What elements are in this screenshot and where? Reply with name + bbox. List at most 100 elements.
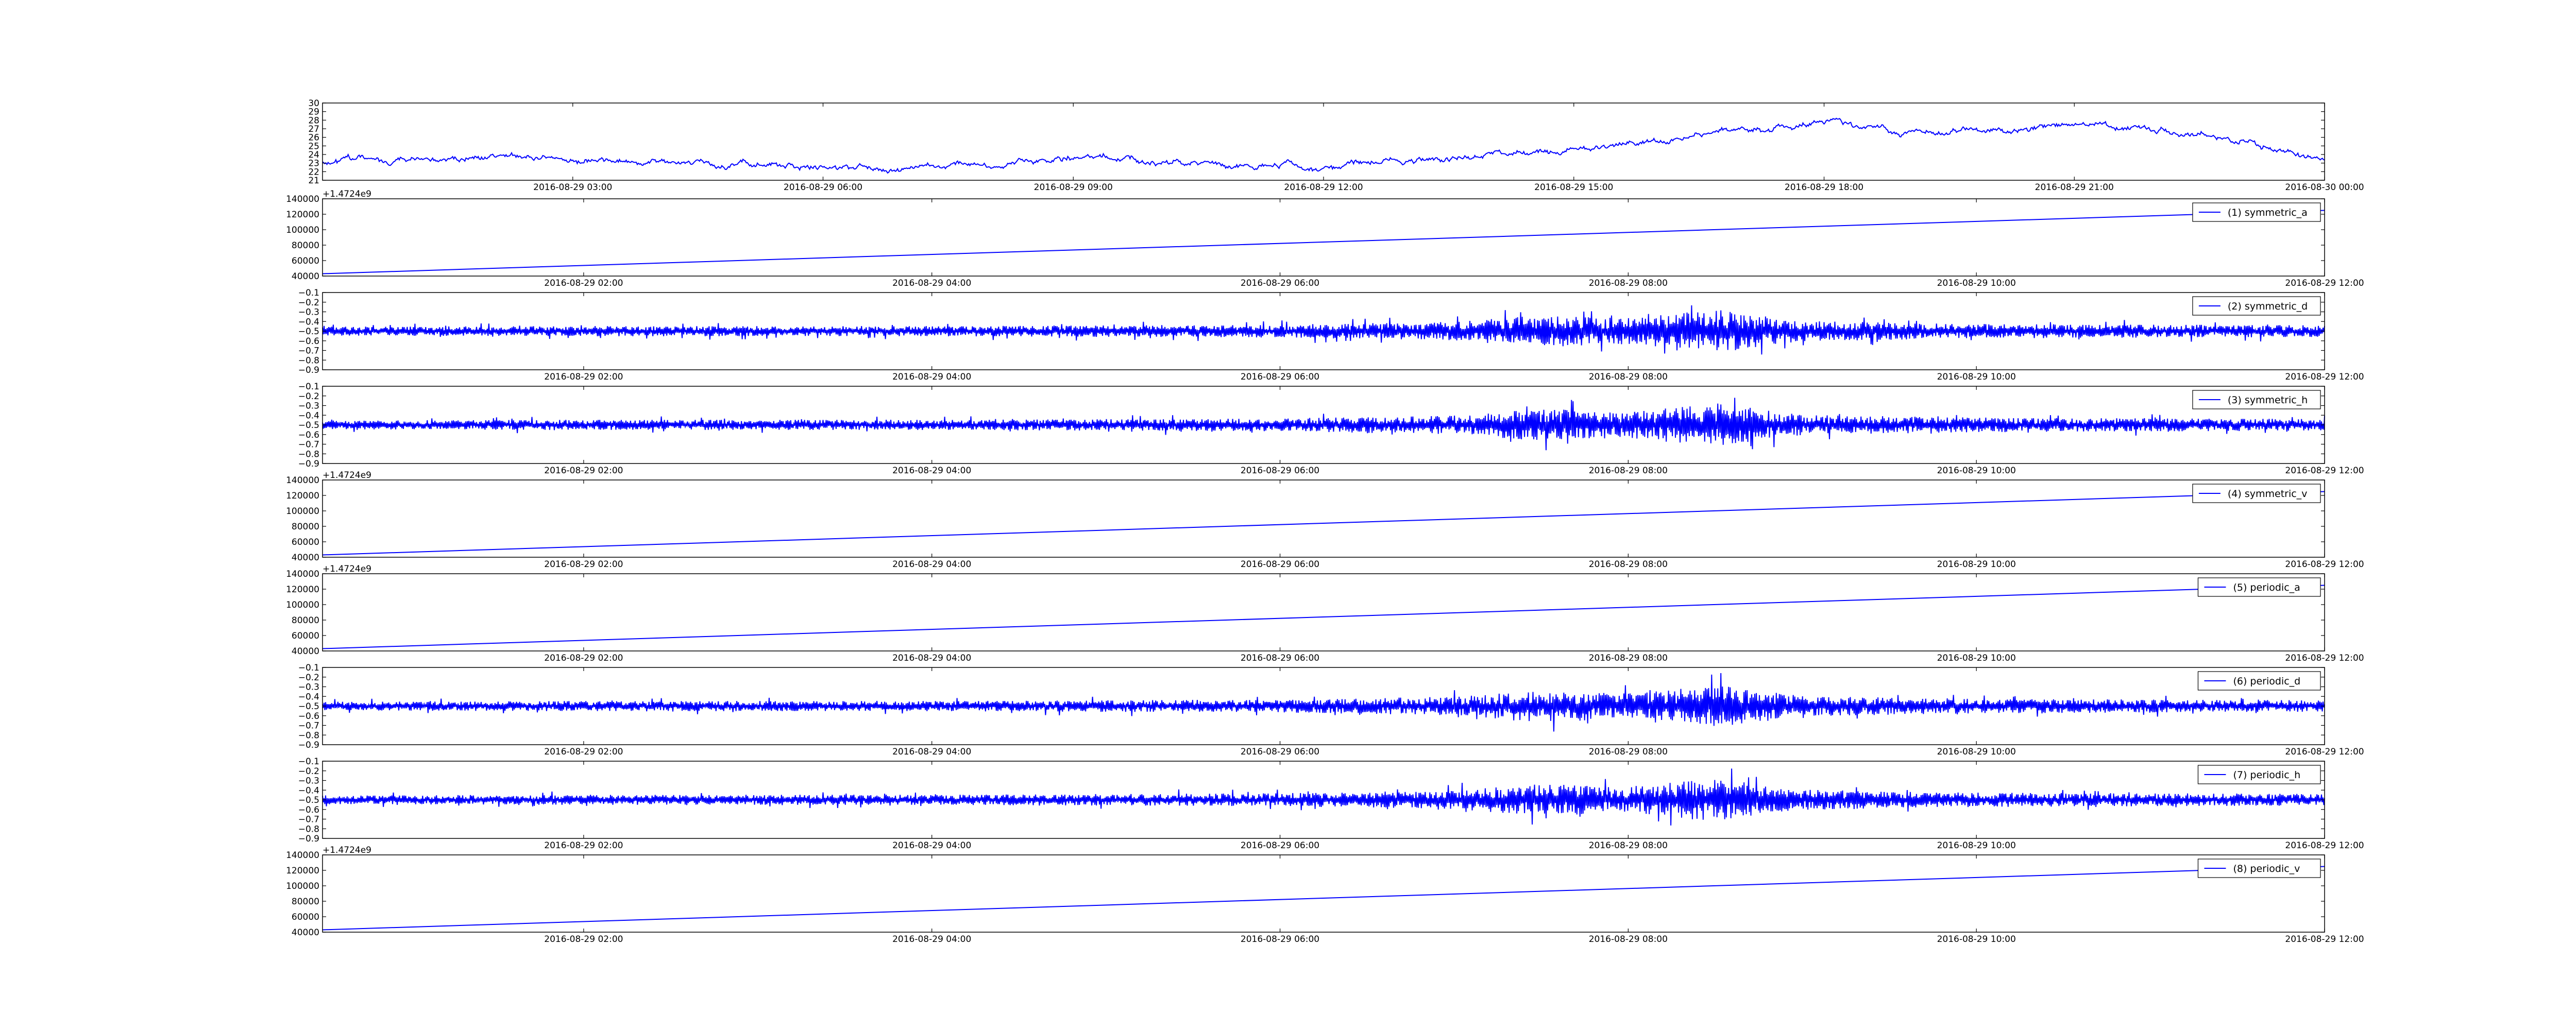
x-tick-label: 2016-08-29 04:00 xyxy=(892,372,971,382)
legend-box xyxy=(2197,577,2321,597)
y-tick-label: 80000 xyxy=(292,615,319,626)
x-tick-label: 2016-08-29 10:00 xyxy=(1937,747,2016,757)
legend-label: (6) periodic_d xyxy=(2233,676,2300,687)
x-tick-label: 2016-08-29 08:00 xyxy=(1589,653,1668,663)
y-tick-label: −0.7 xyxy=(298,346,319,356)
plot-frame xyxy=(322,854,2325,933)
y-tick-label: 26 xyxy=(308,133,319,143)
y-tick-label: −0.3 xyxy=(298,307,319,318)
x-tick-label: 2016-08-29 06:00 xyxy=(1241,653,1319,663)
y-tick-label: −0.5 xyxy=(298,420,319,431)
x-tick-label: 2016-08-29 12:00 xyxy=(2285,747,2364,757)
chart-panel-8: −0.9−0.8−0.7−0.6−0.5−0.4−0.3−0.2−0.1 2016… xyxy=(298,757,2364,851)
x-tick-label: 2016-08-29 10:00 xyxy=(1937,934,2016,945)
y-tick-label: −0.5 xyxy=(298,327,319,337)
legend-box xyxy=(2197,671,2321,691)
series-line-7-1 xyxy=(322,673,2325,732)
x-tick-label: 2016-08-29 12:00 xyxy=(2285,466,2364,476)
y-tick-label: −0.4 xyxy=(298,410,319,421)
y-tick-label: 40000 xyxy=(292,271,319,282)
x-tick-label: 2016-08-29 04:00 xyxy=(892,934,971,945)
x-tick-label: 2016-08-29 04:00 xyxy=(892,747,971,757)
legend: (1) symmetric_a xyxy=(2192,202,2321,222)
legend: (8) periodic_v xyxy=(2197,859,2321,878)
y-tick-label: −0.3 xyxy=(298,682,319,693)
y-tick-label: 60000 xyxy=(292,537,319,547)
x-tick-label: 2016-08-29 12:00 xyxy=(1284,182,1363,193)
y-tick-label: 120000 xyxy=(286,491,319,501)
y-tick-label: −0.6 xyxy=(298,805,319,815)
y-tick-label: −0.7 xyxy=(298,440,319,450)
x-tick-label: 2016-08-29 18:00 xyxy=(1785,182,1863,193)
y-tick-label: 120000 xyxy=(286,866,319,876)
x-tick-label: 2016-08-29 04:00 xyxy=(892,466,971,476)
x-tick-label: 2016-08-30 00:00 xyxy=(2285,182,2364,193)
series-line-5-1 xyxy=(322,491,2325,556)
x-tick-label: 2016-08-29 08:00 xyxy=(1589,934,1668,945)
x-tick-label: 2016-08-29 02:00 xyxy=(544,466,623,476)
y-tick-label: 100000 xyxy=(286,881,319,891)
y-tick-label: −0.2 xyxy=(298,298,319,308)
y-tick-label: 21 xyxy=(308,176,319,186)
chart-panel-3: −0.9−0.8−0.7−0.6−0.5−0.4−0.3−0.2−0.1 2016… xyxy=(298,288,2364,382)
x-tick-label: 2016-08-29 10:00 xyxy=(1937,840,2016,851)
chart-panel-4: −0.9−0.8−0.7−0.6−0.5−0.4−0.3−0.2−0.1 2016… xyxy=(298,382,2364,476)
chart-panel-5: 40000 60000 80000 100000 120000 140000 2016-08… xyxy=(286,470,2364,570)
x-tick-label: 2016-08-29 02:00 xyxy=(544,840,623,851)
y-tick-label: −0.8 xyxy=(298,355,319,366)
y-tick-label: −0.1 xyxy=(298,382,319,392)
x-tick-label: 2016-08-29 08:00 xyxy=(1589,372,1668,382)
x-tick-label: 2016-08-29 06:00 xyxy=(784,182,862,193)
legend-label: (5) periodic_a xyxy=(2233,582,2300,593)
x-tick-label: 2016-08-29 02:00 xyxy=(544,653,623,663)
y-tick-label: −0.2 xyxy=(298,673,319,683)
legend-label: (2) symmetric_d xyxy=(2228,301,2308,312)
x-tick-label: 2016-08-29 08:00 xyxy=(1589,278,1668,288)
y-tick-label: 24 xyxy=(308,150,319,160)
y-tick-label: −0.2 xyxy=(298,391,319,402)
x-tick-label: 2016-08-29 10:00 xyxy=(1937,278,2016,288)
x-tick-label: 2016-08-29 10:00 xyxy=(1937,372,2016,382)
y-tick-label: 60000 xyxy=(292,912,319,922)
x-tick-label: 2016-08-29 12:00 xyxy=(2285,278,2364,288)
y-tick-label: −0.5 xyxy=(298,701,319,712)
series-line-4-1 xyxy=(322,398,2325,451)
y-tick-label: −0.7 xyxy=(298,721,319,731)
y-tick-label: 100000 xyxy=(286,506,319,517)
y-tick-label: 27 xyxy=(308,124,319,134)
legend-label: (8) periodic_v xyxy=(2233,863,2300,874)
y-tick-label: −0.9 xyxy=(298,740,319,750)
offset-label: +1.4724e9 xyxy=(323,845,371,855)
plot-frame xyxy=(322,102,2325,181)
y-tick-label: −0.1 xyxy=(298,757,319,767)
y-tick-label: −0.9 xyxy=(298,459,319,469)
plot-frame xyxy=(322,479,2325,558)
x-tick-label: 2016-08-29 04:00 xyxy=(892,559,971,570)
y-tick-label: 40000 xyxy=(292,553,319,563)
x-tick-label: 2016-08-29 06:00 xyxy=(1241,747,1319,757)
y-tick-label: 25 xyxy=(308,141,319,151)
y-tick-label: 140000 xyxy=(286,475,319,486)
x-tick-label: 2016-08-29 02:00 xyxy=(544,372,623,382)
x-tick-label: 2016-08-29 10:00 xyxy=(1937,653,2016,663)
y-tick-label: 120000 xyxy=(286,210,319,220)
y-tick-label: −0.6 xyxy=(298,430,319,440)
y-tick-label: −0.6 xyxy=(298,336,319,347)
y-tick-label: −0.3 xyxy=(298,401,319,411)
y-tick-label: −0.5 xyxy=(298,795,319,805)
y-tick-label: −0.6 xyxy=(298,711,319,722)
y-tick-label: 60000 xyxy=(292,256,319,266)
x-tick-label: 2016-08-29 06:00 xyxy=(1241,840,1319,851)
y-tick-label: 40000 xyxy=(292,928,319,938)
x-tick-label: 2016-08-29 02:00 xyxy=(544,747,623,757)
x-tick-label: 2016-08-29 12:00 xyxy=(2285,840,2364,851)
chart-panel-9: 40000 60000 80000 100000 120000 140000 2016-08… xyxy=(286,845,2364,945)
y-tick-label: −0.4 xyxy=(298,692,319,702)
x-tick-label: 2016-08-29 02:00 xyxy=(544,278,623,288)
y-tick-label: 40000 xyxy=(292,646,319,657)
y-tick-label: −0.3 xyxy=(298,776,319,786)
y-tick-label: 140000 xyxy=(286,850,319,861)
x-tick-label: 2016-08-29 08:00 xyxy=(1589,466,1668,476)
x-tick-label: 2016-08-29 12:00 xyxy=(2285,653,2364,663)
x-tick-label: 2016-08-29 04:00 xyxy=(892,840,971,851)
